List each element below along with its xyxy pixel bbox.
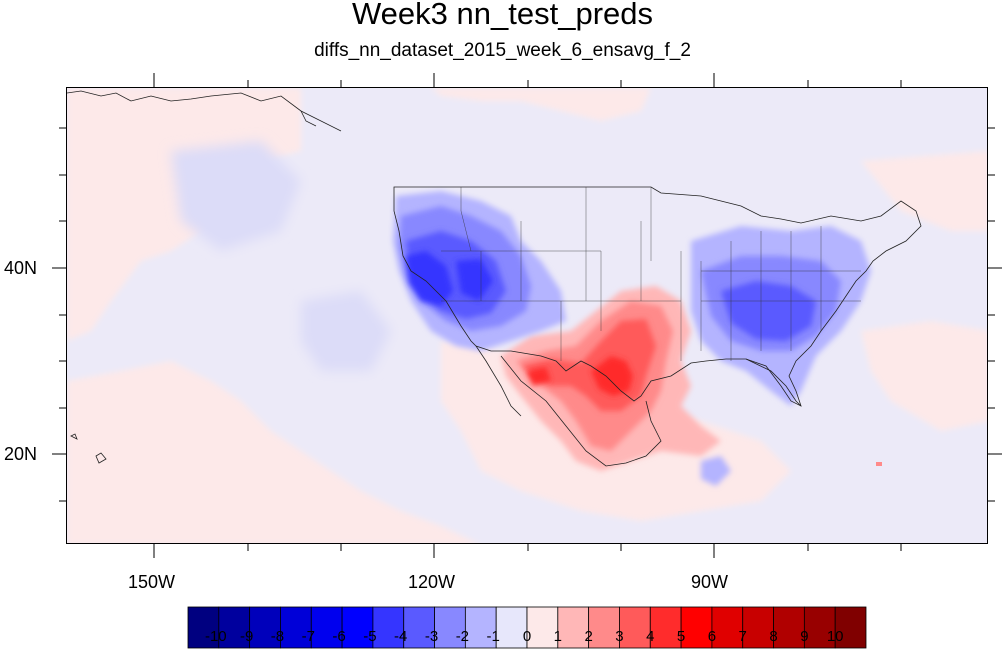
colorbar-tick-label: -1 [486,628,500,645]
colorbar-box [834,606,867,649]
warm-anomaly-core [526,356,633,396]
colorbar-box [557,606,590,649]
colorbar-box [495,606,528,649]
field-map [67,88,987,543]
colorbar-box [434,606,466,649]
colorbar-tick-label: 7 [738,628,747,645]
colorbar-box [588,606,620,649]
lon-label-90w: 90W [691,572,729,592]
colorbar-tick-label: 5 [676,628,686,645]
colorbar-tick-label: -8 [270,628,285,645]
colorbar-box [742,606,774,649]
state-borders [441,187,861,361]
colorbar-box [403,606,435,649]
colorbar-tick-label: 1 [553,628,562,645]
colorbar-box [773,606,805,649]
colorbar-box [187,606,220,649]
lat-label-40n: 40N [4,258,38,278]
colorbar-box [218,606,251,649]
coastlines [67,90,922,467]
colorbar-tick-label: 0 [522,628,532,645]
colorbar-box [619,606,651,649]
colorbar-box [803,606,836,649]
map-panel [66,87,988,544]
colorbar-tick-label: 9 [800,628,809,645]
plot-title: Week3 nn_test_preds [351,0,653,31]
colorbar-tick-label: -10 [204,628,227,645]
colorbar-tick-label: -6 [332,628,346,645]
colorbar-box [341,606,374,649]
colorbar-tick-label: 8 [769,628,778,645]
colorbar-tick-label: -4 [394,628,408,645]
colorbar-tick-label: 4 [646,628,655,645]
colorbar-box [649,606,682,649]
cool-anomaly-east-strong [721,281,816,341]
colorbar-tick-label: -3 [424,628,439,645]
colorbar-tick-label: 2 [584,628,593,645]
cool-anomaly-gulf [701,456,731,486]
colorbar-tick-label: 3 [615,628,624,645]
colorbar-tick-label: 10 [826,628,844,645]
lon-label-150w: 150W [128,572,176,592]
colorbar-tick-label: -5 [363,628,377,645]
cool-anomaly-west-core [406,251,493,306]
plot-subtitle: diffs_nn_dataset_2015_week_6_ensavg_f_2 [314,40,691,61]
lon-label-120w: 120W [408,572,456,592]
colorbar-box [310,606,343,649]
colorbar-tick-label: -9 [239,628,254,645]
colorbar-tick-label: -7 [301,628,315,645]
pacific-cool [171,141,391,371]
lat-label-20n: 20N [4,444,38,464]
colorbar-tick-label: -2 [455,628,470,645]
colorbar-tick-label: 6 [707,628,717,645]
colorbar-box [280,606,312,649]
colorbar-box [372,606,405,649]
colorbar-box [464,606,497,649]
caribbean-spot [876,462,882,466]
colorbar-box [711,606,744,649]
